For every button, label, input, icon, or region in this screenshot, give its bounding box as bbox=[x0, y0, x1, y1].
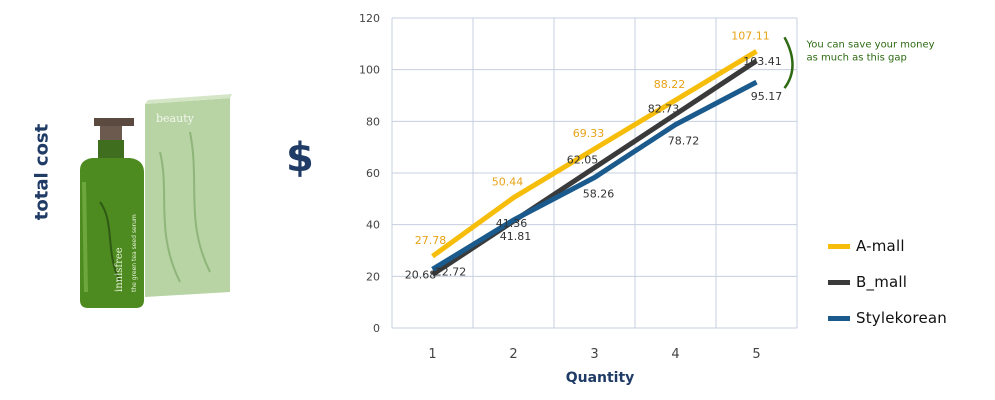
x-axis-label: Quantity bbox=[566, 370, 635, 386]
y-tick-label: 100 bbox=[359, 64, 380, 77]
legend-item-a-mall: A-mall bbox=[828, 228, 988, 264]
data-label: 58.26 bbox=[583, 187, 615, 200]
ylabel-dollar-symbol: $ bbox=[286, 135, 314, 181]
legend-label: A-mall bbox=[856, 237, 905, 255]
series-line-stylekorean bbox=[431, 79, 758, 272]
product-box: beauty bbox=[145, 94, 232, 297]
line-chart: 0 20 40 60 80 100 120 1 2 3 4 5 27.78 50.44 69.33 88.2… bbox=[359, 12, 935, 386]
bottle-brand-text: innisfree bbox=[114, 247, 125, 292]
legend-swatch bbox=[828, 279, 850, 285]
annotation-text: You can save your money bbox=[806, 39, 935, 50]
data-label: 62.05 bbox=[567, 154, 599, 167]
y-tick-label: 80 bbox=[366, 115, 380, 128]
y-tick-label: 120 bbox=[359, 12, 380, 25]
data-label: 41.81 bbox=[500, 230, 532, 243]
gap-bracket bbox=[783, 36, 794, 89]
bottle-product-text: the green tea seed serum bbox=[131, 214, 138, 292]
box-text: beauty bbox=[156, 112, 195, 125]
annotation-text: as much as this gap bbox=[807, 52, 907, 63]
y-tick-label: 60 bbox=[366, 167, 380, 180]
legend-item-b-mall: B_mall bbox=[828, 264, 988, 300]
data-label: 41.36 bbox=[496, 217, 528, 230]
series-line-a-mall bbox=[431, 49, 758, 259]
legend-item-stylekorean: Stylekorean bbox=[828, 300, 988, 336]
data-label: 50.44 bbox=[492, 176, 524, 189]
data-label: 69.33 bbox=[573, 127, 605, 140]
legend-label: B_mall bbox=[856, 273, 908, 291]
legend-swatch bbox=[828, 243, 850, 249]
data-label: 95.17 bbox=[751, 90, 783, 103]
y-tick-label: 0 bbox=[373, 322, 380, 335]
series bbox=[431, 49, 758, 277]
x-tick-label: 2 bbox=[509, 347, 517, 362]
x-tick-label: 1 bbox=[428, 347, 436, 362]
product-image: beauty innisfree the green tea seed seru… bbox=[80, 94, 232, 308]
data-labels: 27.78 50.44 69.33 88.22 107.11 20.68 41.36 62.0… bbox=[405, 29, 783, 281]
axes: 0 20 40 60 80 100 120 1 2 3 4 5 bbox=[359, 12, 761, 362]
gap-annotation: You can save your money as much as this g… bbox=[783, 36, 935, 89]
data-label: 22.72 bbox=[435, 265, 467, 278]
data-label: 82.73 bbox=[648, 102, 680, 115]
x-tick-label: 5 bbox=[752, 347, 760, 362]
y-tick-label: 40 bbox=[366, 219, 380, 232]
legend-label: Stylekorean bbox=[856, 309, 947, 327]
x-tick-label: 3 bbox=[590, 347, 598, 362]
data-label: 20.68 bbox=[405, 269, 437, 282]
data-label: 27.78 bbox=[415, 234, 447, 247]
data-label: 88.22 bbox=[654, 78, 686, 91]
data-label: 103.41 bbox=[743, 55, 782, 68]
product-bottle: innisfree the green tea seed serum bbox=[80, 118, 144, 308]
y-axis-label: total cost bbox=[31, 123, 53, 221]
y-tick-label: 20 bbox=[366, 270, 380, 283]
x-tick-label: 4 bbox=[671, 347, 679, 362]
data-label: 107.11 bbox=[731, 29, 770, 42]
legend-swatch bbox=[828, 315, 850, 321]
data-label: 78.72 bbox=[668, 135, 700, 148]
legend: A-mall B_mall Stylekorean bbox=[828, 228, 988, 336]
